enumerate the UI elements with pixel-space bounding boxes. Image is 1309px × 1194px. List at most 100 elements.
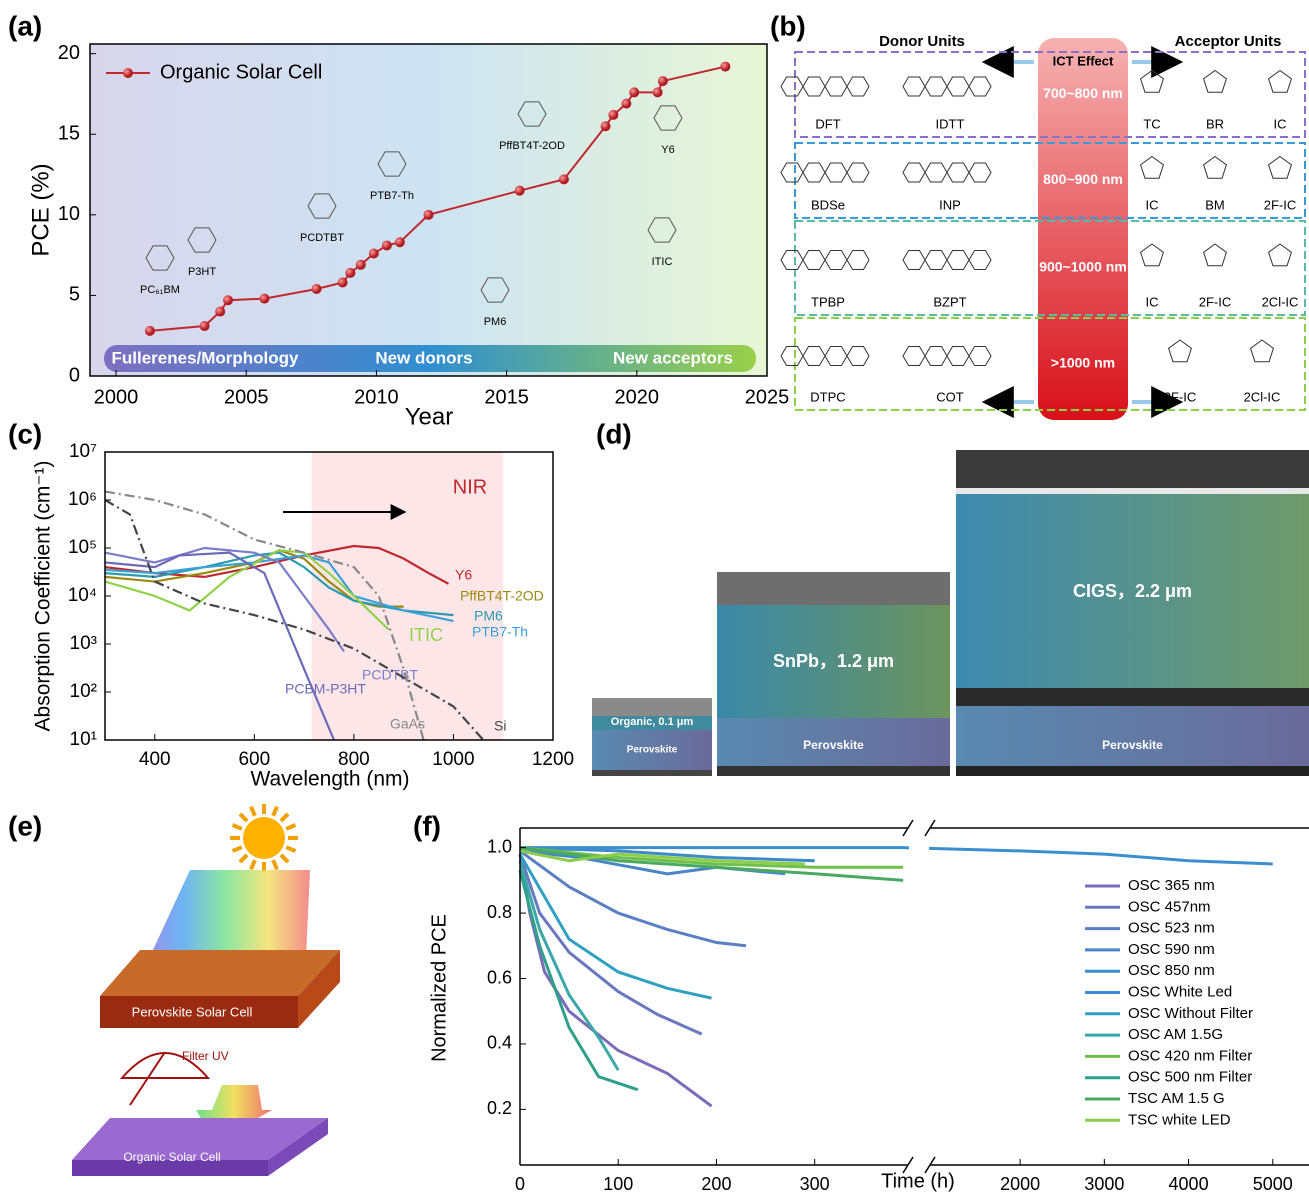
y-tick-label: 0.4 [487, 1033, 512, 1053]
layer-label: Perovskite [803, 738, 864, 752]
series-line [104, 549, 390, 631]
plot-frame [104, 451, 554, 741]
legend-label: OSC Without Filter [1128, 1005, 1253, 1022]
legend-label: OSC White Led [1128, 983, 1232, 1000]
sem-layer [956, 706, 1309, 766]
y-tick-label: 1.0 [487, 836, 512, 856]
cell-front [72, 1160, 268, 1176]
molecule-sketch [846, 249, 870, 271]
molecule-sketch [968, 76, 992, 97]
y-tick-label: 10⁷ [69, 441, 97, 462]
cell-label: Organic Solar Cell [123, 1150, 220, 1164]
donor-name: BZPT [933, 294, 966, 309]
header: Donor Units [879, 33, 965, 50]
y-tick-label: 0.2 [487, 1098, 512, 1118]
series-line [519, 846, 815, 863]
molecule-sketch [1202, 69, 1228, 93]
cell-side [268, 1118, 328, 1176]
molecule-sketch [1249, 339, 1275, 363]
umbrella-handle [129, 1051, 166, 1106]
sun-ray [285, 845, 297, 853]
sun-ray [231, 823, 243, 831]
data-point [629, 87, 640, 98]
axis-break-gap [909, 822, 929, 1171]
series-line [518, 870, 639, 1092]
sun-ray [231, 845, 243, 853]
molecule-label: ITIC [652, 256, 673, 268]
x-tick-label: 1200 [532, 749, 574, 770]
molecule-label: P3HT [188, 266, 216, 278]
molecule-sketch [924, 345, 948, 367]
panel-label: (c) [8, 418, 42, 449]
molecule-sketch [902, 76, 926, 97]
legend-label: OSC 365 nm [1128, 877, 1215, 894]
data-point [259, 293, 270, 304]
data-point [337, 277, 348, 288]
axis-break [902, 819, 914, 837]
acceptor-name: 2F-IC [1164, 389, 1197, 404]
sem-layer [592, 698, 712, 716]
data-point [215, 306, 226, 317]
series-label: PffBT4T-2OD [460, 588, 544, 604]
molecule-sketch [846, 162, 870, 183]
sun-ray [285, 823, 297, 831]
molecule-sketch [946, 162, 970, 183]
molecule-sketch [1267, 155, 1293, 179]
y-tick-label: 5 [69, 284, 80, 306]
acceptor-name: IC [1146, 197, 1159, 212]
cell-top [100, 950, 340, 996]
molecule-sketch [780, 249, 804, 271]
molecule-sketch [1139, 243, 1165, 267]
y-tick-label: 10⁴ [68, 585, 97, 606]
x-tick-label: 1000 [432, 749, 474, 770]
series-line [520, 846, 1273, 866]
molecule-sketch [647, 217, 677, 243]
sun-ray [238, 853, 249, 864]
legend-label: OSC AM 1.5G [1128, 1026, 1223, 1043]
series-line [104, 551, 454, 617]
series-label: Y6 [455, 567, 472, 583]
sem-layer [592, 730, 712, 770]
x-tick-label: 2010 [354, 386, 399, 408]
molecule-sketch [846, 345, 870, 367]
x-tick-label: 3000 [1084, 1174, 1124, 1194]
molecule-sketch [824, 76, 848, 97]
wavelength-range: 700~800 nm [1043, 85, 1123, 101]
molecule-label: Y6 [661, 144, 674, 156]
data-point [652, 87, 663, 98]
cell-top [72, 1118, 328, 1160]
molecule-sketch [802, 162, 826, 183]
plot-frame [89, 43, 768, 377]
data-point [720, 61, 731, 72]
molecule-sketch [968, 162, 992, 183]
data-point [311, 283, 322, 294]
series-label: GaAs [390, 716, 425, 732]
donor-name: IDTT [936, 116, 965, 131]
series-line [104, 499, 485, 741]
panel-label: (b) [770, 10, 806, 41]
y-tick-label: 10⁵ [68, 537, 97, 558]
layer-label: Organic, 0.1 μm [611, 716, 694, 728]
molecule-sketch [1202, 243, 1228, 267]
x-tick-label: 100 [603, 1174, 633, 1194]
sem-layer [717, 605, 950, 718]
series-line [104, 551, 335, 741]
legend-label: OSC 590 nm [1128, 941, 1215, 958]
x-tick-label: 600 [238, 749, 270, 770]
x-tick-label: 5000 [1253, 1174, 1293, 1194]
data-point [600, 121, 611, 132]
axis-break [924, 1156, 936, 1174]
data-point [608, 109, 619, 120]
acceptor-name: 2Cl-IC [1262, 294, 1299, 309]
series-line [104, 554, 454, 623]
legend-label: TSC white LED [1128, 1111, 1231, 1128]
legend-label: TSC AM 1.5 G [1128, 1090, 1225, 1107]
panel-label: (a) [8, 10, 42, 41]
header: ICT Effect [1053, 53, 1114, 68]
x-axis-title: Year [405, 403, 454, 430]
sem-layer [956, 494, 1309, 688]
sun-ray [271, 805, 279, 817]
layer-label: SnPb，1.2 μm [773, 651, 894, 671]
